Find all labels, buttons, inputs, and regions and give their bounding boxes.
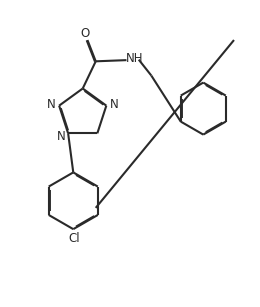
Text: NH: NH — [126, 52, 143, 65]
Text: Cl: Cl — [69, 231, 80, 245]
Text: N: N — [47, 98, 56, 111]
Text: N: N — [109, 98, 118, 111]
Text: O: O — [80, 27, 90, 40]
Text: N: N — [57, 130, 66, 143]
